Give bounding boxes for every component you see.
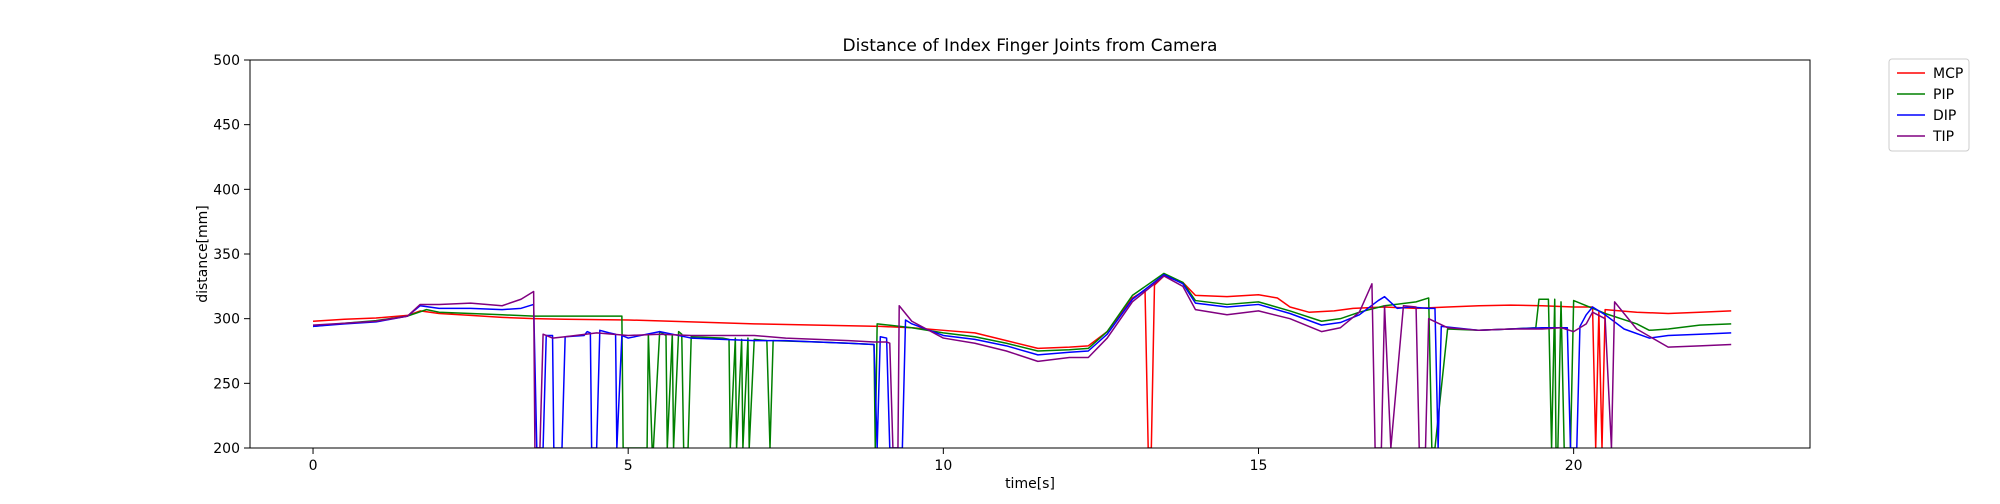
chart-title: Distance of Index Finger Joints from Cam… <box>843 36 1218 56</box>
y-tick-label: 250 <box>213 376 240 392</box>
plot-content <box>312 272 1732 448</box>
series-line-mcp <box>312 275 1732 448</box>
x-tick-label: 0 <box>309 458 318 474</box>
x-tick-label: 15 <box>1250 458 1268 474</box>
x-axis-label: time[s] <box>1005 476 1055 492</box>
x-tick-label: 20 <box>1565 458 1583 474</box>
y-tick-label: 350 <box>213 247 240 263</box>
series-line-pip <box>312 272 1732 448</box>
y-axis-label: distance[mm] <box>195 205 211 303</box>
legend-label-tip: TIP <box>1932 129 1954 145</box>
x-tick-label: 10 <box>934 458 952 474</box>
y-axis: 200 250 300 350 400 450 500 <box>213 53 250 457</box>
x-tick-label: 5 <box>624 458 633 474</box>
y-tick-label: 300 <box>213 312 240 328</box>
x-axis: 0 5 10 15 20 <box>309 448 1583 474</box>
y-tick-label: 400 <box>213 182 240 198</box>
legend-label-dip: DIP <box>1933 108 1956 124</box>
legend: MCP PIP DIP TIP <box>1888 58 1970 152</box>
legend-label-pip: PIP <box>1933 87 1954 103</box>
y-tick-label: 500 <box>213 53 240 69</box>
plot-frame <box>249 59 1811 449</box>
series-line-dip <box>312 273 1732 448</box>
series-line-tip <box>312 275 1732 448</box>
y-tick-label: 200 <box>213 441 240 457</box>
y-tick-label: 450 <box>213 118 240 134</box>
legend-box <box>1888 58 1970 152</box>
legend-label-mcp: MCP <box>1933 66 1963 82</box>
